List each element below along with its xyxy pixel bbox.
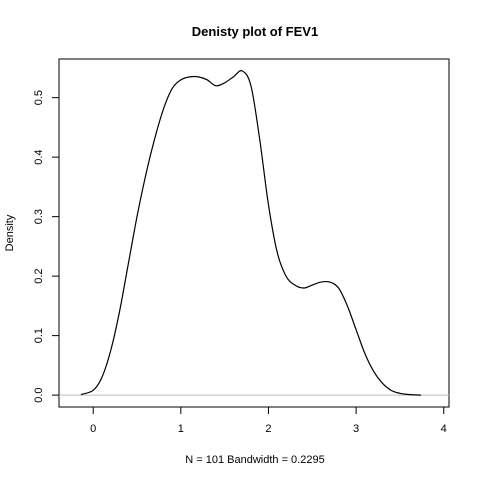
y-tick-label: 0.4 xyxy=(33,150,45,165)
chart-title: Denisty plot of FEV1 xyxy=(192,24,318,39)
x-tick-label: 1 xyxy=(178,423,184,435)
y-axis-label: Density xyxy=(4,214,16,251)
y-tick-label: 0.2 xyxy=(33,268,45,283)
x-tick-label: 3 xyxy=(353,423,359,435)
y-tick-label: 0.5 xyxy=(33,90,45,105)
y-tick-label: 0.0 xyxy=(33,387,45,402)
plot-frame xyxy=(58,58,450,408)
x-tick-label: 4 xyxy=(441,423,447,435)
x-axis-label: N = 101 Bandwidth = 0.2295 xyxy=(185,454,324,466)
y-tick-label: 0.3 xyxy=(33,209,45,224)
x-tick-label: 0 xyxy=(90,423,96,435)
x-axis: 0 1 2 3 4 xyxy=(90,406,447,435)
x-tick-label: 2 xyxy=(265,423,271,435)
density-line xyxy=(80,70,421,396)
y-axis: 0.0 0.1 0.2 0.3 0.4 0.5 xyxy=(33,90,60,403)
y-tick-label: 0.1 xyxy=(33,328,45,343)
